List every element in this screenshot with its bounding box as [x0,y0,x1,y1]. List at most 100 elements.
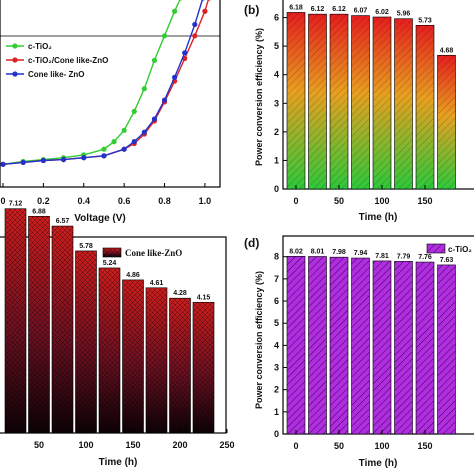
panel-a-legend: c-TiO₂ c-TiO₂/Cone like-ZnO Cone like- ZnO [6,42,108,79]
legend-marker-2 [12,71,18,77]
panel-a-x-ticks: 0 0.2 0.4 0.6 0.8 1.0 [0,183,211,206]
legend-label-1: c-TiO₂/Cone like-ZnO [28,56,108,65]
x-tick-label: 0 [293,196,298,206]
x-tick-label: 50 [334,441,344,451]
panel-c-x-ticks: 50 100 150 200 250 [34,429,235,450]
bar-value-label: 7.94 [354,250,368,257]
y-tick-label: 4 [274,70,279,80]
panel-d-x-axis-label: Time (h) [359,458,398,469]
series-line-1 [2,0,210,165]
y-tick-label: 7 [274,274,279,284]
x-tick-label: 0.4 [78,196,91,206]
bar-value-label: 6.07 [354,8,368,15]
series-0-point [121,127,127,133]
x-tick-label: 150 [417,441,432,451]
bar [372,260,392,435]
y-tick-label: 4 [274,340,279,350]
y-tick-label: 2 [274,385,279,395]
series-2-point [121,146,127,152]
bar-hatch [394,18,413,190]
series-2-point [60,156,67,163]
series-0-point [151,57,158,63]
bar [437,264,456,435]
bar [351,257,370,435]
series-2-point [81,155,87,161]
x-tick-label: 1.0 [199,196,212,206]
panel-a-jv-curves: 0 0.2 0.4 0.6 0.8 1.0 Voltage (V) c-TiO₂c-TiO… [0,0,221,224]
series-0-point [101,146,107,152]
series-2-point [192,21,198,28]
series-2-point [182,50,188,56]
bar-hatch [373,17,391,189]
panel-a-plot-area [0,0,211,167]
legend-label: c-TiO₂ [448,245,472,254]
bar-hatch [28,216,50,433]
bar-value-label: 7.79 [397,253,411,260]
panel-d-ticks: 0 1 2 3 4 5 6 7 8 0 50 100 150 [274,252,433,451]
x-tick-label: 0 [0,196,5,206]
bar-hatch [169,298,191,433]
bar-value-label: 5.96 [397,11,411,18]
x-tick-label: 150 [417,196,432,206]
bar-value-label: 7.81 [375,253,389,260]
bar-hatch [122,279,144,433]
legend-label: Cone like-ZnO [125,248,182,258]
y-tick-label: 1 [274,407,279,417]
series-2-point [131,139,137,145]
bar-value-label: 4.68 [440,47,454,54]
bar-value-label: 5.78 [79,243,93,250]
series-2-point [151,116,158,122]
panel-b-plot-area: 6.18 6.12 6.12 6.07 6.02 5.96 5.73 4.68 [286,4,456,190]
panel-d-label: (d) [244,236,259,250]
x-tick-label: 250 [219,440,234,450]
series-0-point [172,8,178,14]
series-2-point [172,74,178,80]
bar-value-label: 6.57 [56,218,70,225]
bar [286,255,306,435]
bar-hatch [99,267,120,433]
bar-hatch [351,15,370,190]
series-2-point [101,153,107,159]
legend-label-0: c-TiO₂ [28,42,52,51]
bar-hatch [5,208,26,433]
panel-b-efficiency-bars: (b) 6.18 6.12 6.12 6.07 6.02 5.96 5.73 4.68 0 1 2… [244,0,474,223]
series-1-point [202,8,208,14]
y-tick-label: 2 [274,127,279,137]
legend-label-2: Cone like- ZnO [28,70,84,79]
x-tick-label: 0.6 [118,196,131,206]
bar-value-label: 7.98 [332,249,346,256]
y-tick-label: 5 [274,41,279,51]
x-tick-label: 150 [125,440,140,450]
bar-hatch [193,302,214,433]
x-tick-label: 0.8 [158,196,171,206]
panel-d-y-axis-label: Power conversion efficiency (%) [254,271,264,409]
bar [329,256,349,435]
y-tick-label: 3 [274,98,279,108]
bar-value-label: 7.63 [440,257,454,264]
y-tick-label: 1 [274,155,279,165]
series-0-point [141,86,147,92]
panel-d-plot-area: 8.02 8.01 7.98 7.94 7.81 7.79 7.76 7.63 [286,248,456,435]
series-2-point [20,159,26,166]
bar-value-label: 4.61 [150,280,164,287]
legend-marker-1 [12,57,18,63]
x-tick-label: 100 [78,440,93,450]
x-tick-label: 200 [172,440,187,450]
bar-value-label: 6.18 [289,4,303,11]
bar-hatch [437,55,456,190]
x-tick-label: 50 [334,196,344,206]
panel-b-y-axis-label: Power conversion efficiency (%) [254,28,264,166]
series-0-point [161,33,168,39]
bar-value-label: 7.76 [418,254,432,261]
series-0-point [111,139,117,145]
panel-c-plot-area: 7.12 6.88 6.57 5.78 5.24 4.86 4.61 4.28 4.15 [4,201,215,434]
panel-c-x-axis-label: Time (h) [99,457,138,468]
series-1-point [192,33,198,39]
bar-value-label: 6.12 [311,6,325,13]
x-tick-label: 0.2 [37,196,50,206]
series-2-point [201,0,205,1]
bar-value-label: 8.02 [289,248,303,255]
panel-d-efficiency-bars: (d) 8.02 8.01 7.98 7.94 7.81 7.79 7.76 7.63 0 1 2… [244,235,474,469]
bar-hatch [146,287,167,433]
